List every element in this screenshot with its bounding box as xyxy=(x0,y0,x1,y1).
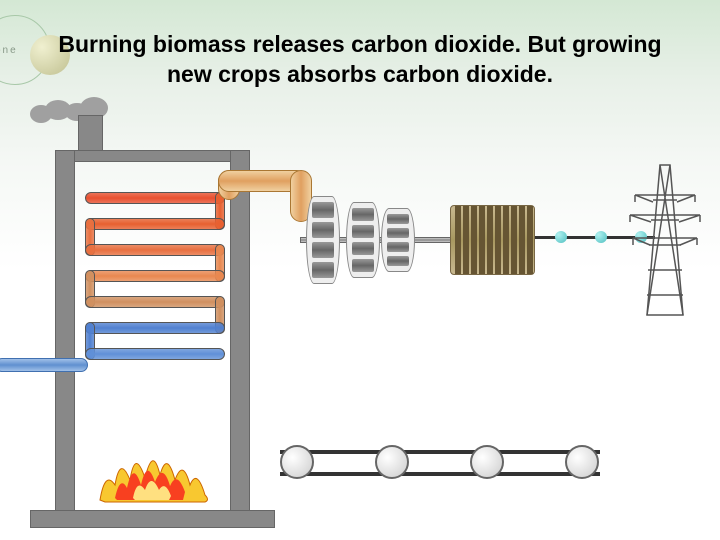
generator xyxy=(450,205,535,275)
cold-water-inlet xyxy=(0,358,88,372)
fuel-conveyor xyxy=(280,440,600,480)
furnace-top xyxy=(55,150,250,162)
furnace-bottom xyxy=(30,510,275,528)
transmission-pylon-icon xyxy=(625,160,705,320)
chimney xyxy=(78,115,103,155)
fire-icon xyxy=(95,440,215,505)
furnace-wall-left xyxy=(55,150,75,520)
page-title: Burning biomass releases carbon dioxide.… xyxy=(50,30,670,90)
furnace-wall-right xyxy=(230,150,250,520)
biomass-power-diagram xyxy=(0,130,720,540)
decorative-text: one xyxy=(0,45,18,56)
